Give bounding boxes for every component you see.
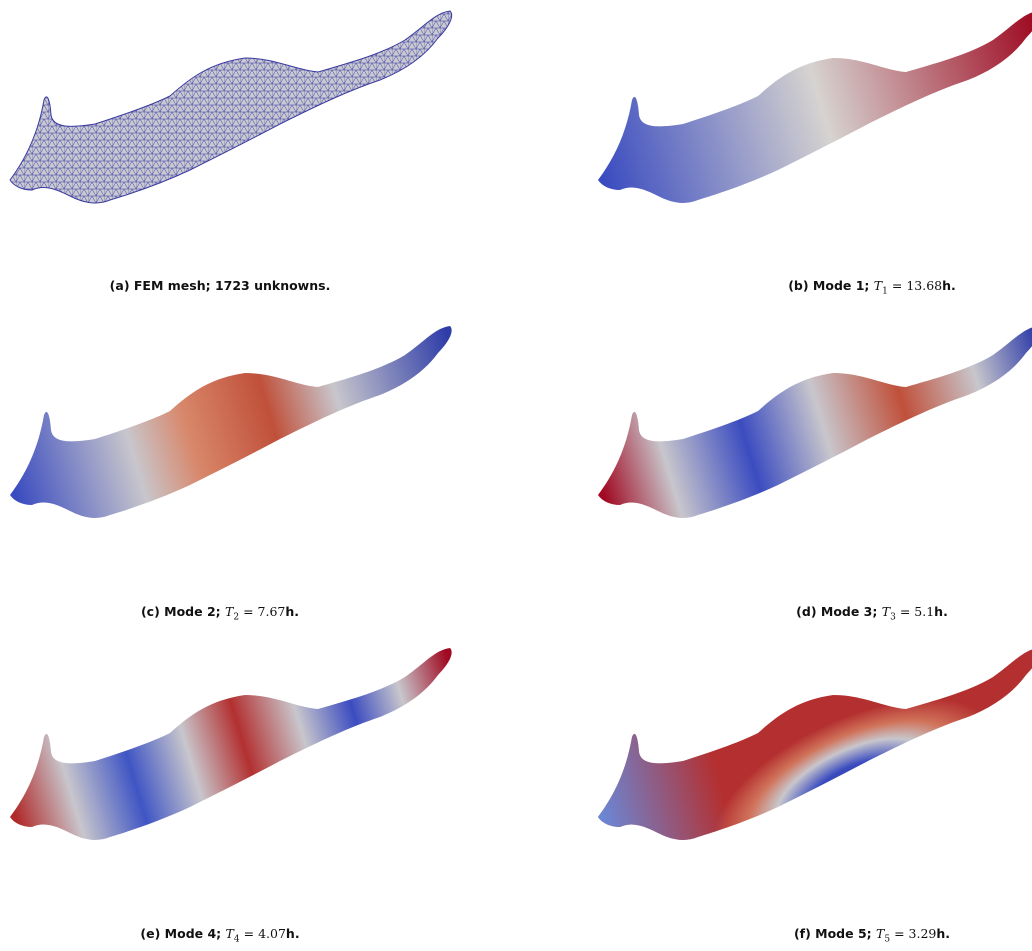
period-value: 3.29 <box>908 926 937 941</box>
mode-panel-overlay <box>598 648 1032 840</box>
caption-label: (c) Mode 2; <box>140 604 221 619</box>
caption-label: (f) Mode 5; <box>793 926 872 941</box>
mode-panel <box>598 326 1032 518</box>
relation: = <box>243 926 255 941</box>
subscript: 4 <box>233 934 240 945</box>
caption-label: (d) Mode 3; <box>796 604 878 619</box>
subscript: 1 <box>882 286 888 297</box>
symbol: T <box>225 926 234 941</box>
caption-math: T5 = 3.29 <box>876 926 937 945</box>
caption-math: T1 = 13.68 <box>873 278 943 297</box>
symbol: T <box>225 604 234 619</box>
period-value: 5.1 <box>914 604 935 619</box>
caption-label: (b) Mode 1; <box>788 278 870 293</box>
mode-panel <box>598 11 1032 203</box>
subscript: 3 <box>890 612 896 623</box>
unit: h. <box>942 278 956 293</box>
relation: = <box>891 278 903 293</box>
caption-label: (e) Mode 4; <box>140 926 222 941</box>
caption-math: T2 = 7.67 <box>225 604 286 623</box>
symbol: T <box>876 926 885 941</box>
caption-label: (a) FEM mesh; 1723 unknowns. <box>109 278 331 293</box>
caption: (d) Mode 3; T3 = 5.1h. <box>652 604 1032 623</box>
period-value: 4.07 <box>258 926 286 941</box>
unit: h. <box>285 604 300 619</box>
unit: h. <box>285 926 300 941</box>
caption-math: T4 = 4.07 <box>225 926 286 945</box>
caption: (f) Mode 5; T5 = 3.29h. <box>652 926 1032 945</box>
subscript: 2 <box>233 612 240 623</box>
mode-panel <box>10 648 452 840</box>
period-value: 7.67 <box>257 604 286 619</box>
caption: (b) Mode 1; T1 = 13.68h. <box>652 278 1032 297</box>
caption: (a) FEM mesh; 1723 unknowns. <box>0 278 440 293</box>
caption: (c) Mode 2; T2 = 7.67h. <box>0 604 440 623</box>
unit: h. <box>934 604 948 619</box>
symbol: T <box>881 604 891 619</box>
caption: (e) Mode 4; T4 = 4.07h. <box>0 926 440 945</box>
relation: = <box>243 604 254 619</box>
relation: = <box>899 604 911 619</box>
subscript: 5 <box>884 934 891 945</box>
caption-math: T3 = 5.1 <box>881 604 935 623</box>
unit: h. <box>936 926 951 941</box>
relation: = <box>894 926 905 941</box>
period-value: 13.68 <box>906 278 943 293</box>
symbol: T <box>873 278 883 293</box>
mode-panel <box>10 326 452 518</box>
mesh-panel <box>9 10 453 204</box>
